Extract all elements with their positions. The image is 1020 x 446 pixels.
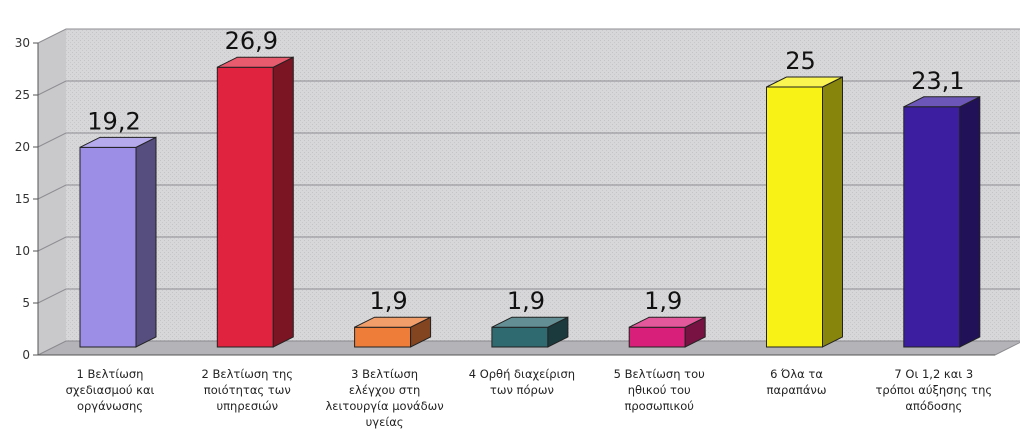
bar-front (354, 326, 412, 348)
bar-front (766, 86, 823, 348)
y-tick-label: 25 (15, 88, 30, 102)
bar (216, 56, 294, 348)
y-tick-label: 15 (15, 192, 30, 206)
gridline (37, 236, 1020, 252)
data-label: 1,9 (370, 287, 408, 315)
bar-top (903, 96, 981, 108)
gridline (37, 184, 1020, 200)
bar (903, 95, 981, 348)
bar-front (628, 326, 686, 348)
data-label: 1,9 (507, 287, 545, 315)
data-label: 23,1 (911, 67, 964, 95)
bar (79, 136, 157, 348)
category-label: 2 Βελτίωση της ποιότητας των υπηρεσιών (202, 367, 294, 413)
category-label: 5 Βελτίωση του ηθικού του προσωπικού (614, 367, 705, 413)
category-label-line: υπηρεσιών (216, 399, 278, 413)
bar-side (822, 76, 843, 348)
data-label: 26,9 (225, 27, 278, 55)
bar-top (628, 316, 706, 328)
category-label: 7 Οι 1,2 και 3 τρόποι αύξησης της απόδοσης (875, 367, 992, 413)
category-label-line: ποιότητας των (204, 383, 291, 397)
category-label: 1 Βελτίωση σχεδιασμού και οργάνωσης (66, 367, 155, 413)
category-label-line: οργάνωσης (77, 399, 143, 413)
bar-top (217, 56, 294, 68)
gridline (37, 28, 1020, 44)
bar (354, 316, 432, 348)
gridline (37, 132, 1020, 148)
bar-front (903, 106, 961, 348)
bar-top (79, 136, 157, 148)
y-tick-label: 10 (15, 244, 30, 258)
bar-front (216, 66, 274, 348)
bar-front (79, 146, 137, 348)
category-label-line: 7 Οι 1,2 και 3 (894, 367, 973, 381)
y-tick-label: 20 (15, 140, 30, 154)
bar (766, 76, 843, 348)
category-label-line: λειτουργία μονάδων (325, 399, 443, 413)
category-label-line: απόδοσης (905, 399, 962, 413)
y-tick-label: 30 (15, 36, 30, 50)
gridline (37, 288, 1020, 304)
category-label-line: 3 Βελτίωση (351, 367, 418, 381)
bar-side (135, 136, 157, 348)
category-label-line: 1 Βελτίωση (77, 367, 144, 381)
category-label-line: ελέγχου στη (349, 383, 421, 397)
data-label: 1,9 (644, 287, 682, 315)
bar-side (959, 95, 981, 348)
bar-top (766, 76, 843, 88)
category-label-line: σχεδιασμού και (66, 383, 155, 397)
bar (628, 316, 706, 348)
category-label: 6 Όλα τα παραπάνω (767, 367, 827, 397)
bar (491, 316, 569, 348)
category-label-line: παραπάνω (767, 383, 827, 397)
category-label-line: 2 Βελτίωση της (202, 367, 294, 381)
bar-top (491, 316, 569, 328)
y-tick-label: 5 (22, 296, 30, 310)
category-label-line: τρόποι αύξησης της (875, 383, 992, 397)
gridline (37, 80, 1020, 96)
y-tick-label: 0 (22, 348, 30, 362)
data-label: 19,2 (87, 107, 140, 135)
category-label-line: 4 Ορθή διαχείριση (469, 367, 575, 381)
category-label: 3 Βελτίωση ελέγχου στη λειτουργία μονάδων υ… (325, 367, 443, 429)
category-label-line: ηθικού του (628, 383, 691, 397)
data-label: 25 (785, 47, 816, 75)
category-label-line: των πόρων (490, 383, 554, 397)
category-label-line: 5 Βελτίωση του (614, 367, 705, 381)
category-label-line: 6 Όλα τα (770, 367, 823, 381)
category-label: 4 Ορθή διαχείριση των πόρων (469, 367, 575, 397)
bar-side (272, 56, 294, 348)
bar-front (491, 326, 549, 348)
bar-top (354, 316, 431, 328)
category-label-line: υγείας (366, 415, 404, 429)
category-label-line: προσωπικού (624, 399, 693, 413)
